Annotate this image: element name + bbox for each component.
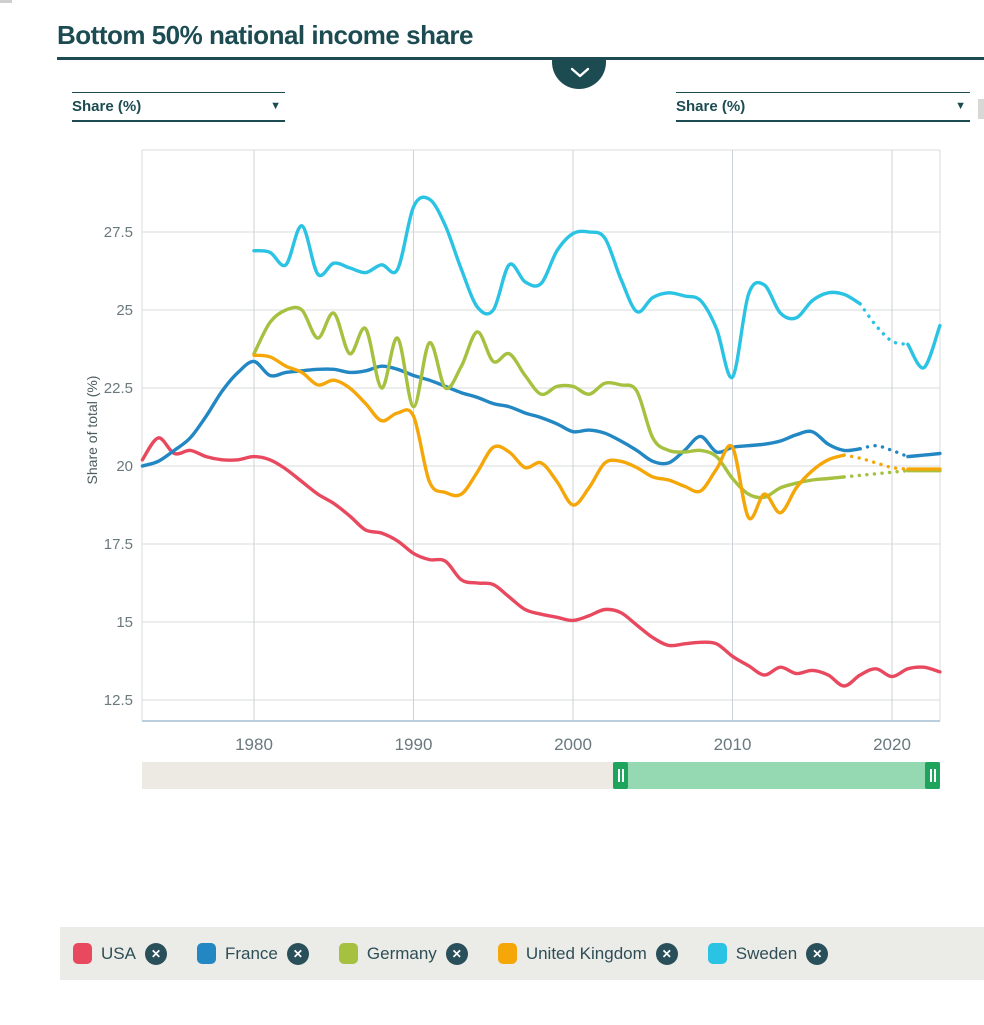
legend-swatch-germany [338,943,358,964]
right-axis-variable-select[interactable]: Share (%) ▼ [676,92,970,122]
caret-down-icon: ▼ [955,100,966,112]
left-axis-variable-select[interactable]: Share (%) ▼ [72,92,285,122]
series-line-sweden-estimated[interactable] [858,302,910,346]
series-line-germany[interactable] [252,305,846,500]
legend-label: United Kingdom [525,943,647,963]
x-tick-label: 2010 [714,735,752,754]
remove-series-button-united-kingdom[interactable]: ✕ [655,942,678,965]
legend-item-germany[interactable]: Germany ✕ [338,942,468,965]
series-line-sweden[interactable] [906,323,942,370]
page-title: Bottom 50% national income share [57,20,473,50]
timeline-slider-right-handle[interactable] [925,762,940,789]
y-tick-label: 22.5 [104,380,133,397]
legend-item-france[interactable]: France ✕ [196,942,309,965]
x-tick-label: 1990 [395,735,433,754]
y-tick-label: 12.5 [104,692,133,709]
y-tick-label: 15 [116,614,133,631]
legend-label: Germany [366,943,437,963]
x-tick-label: 2000 [554,735,592,754]
series-line-germany-estimated[interactable] [842,469,910,479]
caret-down-icon: ▼ [270,100,281,112]
series-line-usa[interactable] [140,436,942,688]
right-axis-variable-value: Share (%) [676,98,746,115]
left-axis-variable-value: Share (%) [72,98,142,115]
legend-swatch-usa [73,943,92,964]
x-tick-label: 1980 [235,735,273,754]
legend-swatch-sweden [707,943,727,964]
y-tick-label: 20 [116,458,133,475]
legend-item-usa[interactable]: USA ✕ [73,942,167,965]
timeline-slider-selected-range[interactable] [620,762,940,789]
legend-label: France [224,943,278,963]
x-tick-label: 2020 [873,735,911,754]
y-axis-title: Share of total (%) [84,376,100,485]
series-line-france[interactable] [140,359,862,468]
series-line-united-kingdom[interactable] [252,353,846,521]
remove-series-button-sweden[interactable]: ✕ [806,942,829,965]
collapse-panel-button-wrap [551,59,607,93]
timeline-slider-track[interactable] [142,762,940,789]
line-chart: 27.5 25 22.5 20 17.5 15 12.5 1980 1990 2000 2010 20… [84,149,942,754]
legend-swatch-united-kingdom [497,943,517,964]
legend-item-sweden[interactable]: Sweden ✕ [707,942,829,965]
legend-label: USA [101,943,136,963]
series-line-united-kingdom-estimated[interactable] [842,453,910,471]
clipped-neighbor-element [978,99,984,119]
screen-edge-artifact [0,0,12,3]
y-tick-label: 17.5 [104,536,133,553]
timeline-slider-left-handle[interactable] [613,762,629,789]
remove-series-button-germany[interactable]: ✕ [445,942,468,965]
series-line-france[interactable] [906,451,942,459]
legend-swatch-france [196,943,216,964]
remove-series-button-usa[interactable]: ✕ [144,942,167,965]
legend-item-united-kingdom[interactable]: United Kingdom ✕ [497,942,678,965]
remove-series-button-france[interactable]: ✕ [286,942,309,965]
legend-bar: USA ✕ France ✕ Germany ✕ United Kingdom ✕ Sweden… [60,927,984,980]
y-tick-label: 25 [116,302,133,319]
legend-label: Sweden [735,943,798,963]
y-tick-label: 27.5 [104,224,133,241]
series-line-sweden[interactable] [252,195,862,379]
title-divider [57,57,984,60]
series-line-france-estimated[interactable] [858,444,910,459]
